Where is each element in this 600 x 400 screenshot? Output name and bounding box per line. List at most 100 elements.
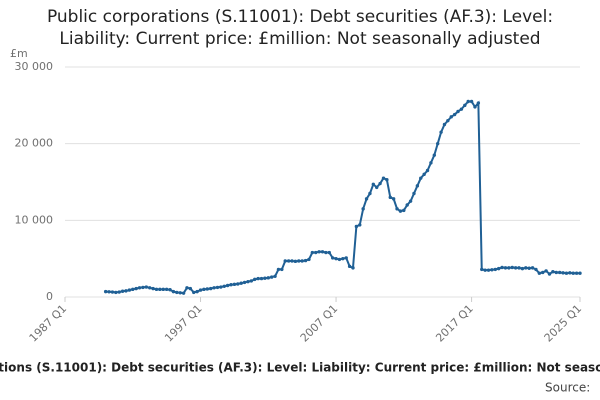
data-point [114, 290, 118, 295]
y-tick-label: 20 000 [15, 137, 54, 150]
data-point [103, 289, 108, 294]
data-point [564, 271, 569, 275]
data-point [158, 287, 162, 292]
data-point [198, 288, 203, 292]
chart-title: Public corporations (S.11001): Debt secu… [46, 7, 554, 49]
data-point [110, 290, 115, 294]
data-point [141, 285, 145, 290]
data-point [154, 287, 159, 292]
data-point [422, 172, 426, 177]
data-point [408, 199, 413, 203]
data-point [232, 282, 237, 287]
data-point [310, 250, 315, 255]
data-point [473, 105, 477, 109]
data-point [263, 276, 267, 280]
data-point [439, 130, 443, 134]
data-point [127, 288, 132, 292]
data-point [415, 184, 420, 188]
data-point [246, 279, 250, 284]
data-point [161, 287, 165, 292]
data-point [178, 291, 182, 295]
data-point [330, 256, 335, 260]
data-point [256, 276, 260, 281]
data-point [148, 286, 152, 290]
data-point [496, 266, 501, 271]
data-point [192, 290, 196, 295]
data-point [544, 269, 548, 273]
data-point [442, 122, 447, 127]
data-point [466, 99, 470, 104]
data-point [456, 109, 460, 114]
data-point [425, 168, 430, 173]
data-point [402, 208, 406, 213]
data-point [547, 272, 552, 276]
y-tick-label: 10 000 [15, 213, 54, 226]
data-point [269, 275, 274, 279]
data-point [212, 286, 216, 290]
data-point [358, 223, 362, 227]
data-point [202, 287, 206, 292]
data-point [185, 286, 189, 290]
data-point [419, 176, 423, 180]
data-point [215, 285, 220, 290]
data-point [571, 271, 575, 275]
source: Source: [545, 381, 590, 395]
data-point [351, 266, 355, 270]
data-point [517, 266, 521, 270]
data-point [476, 101, 481, 105]
data-point [205, 287, 210, 291]
data-point [371, 182, 376, 186]
data-point [452, 112, 457, 117]
data-point [480, 267, 484, 272]
data-point [493, 267, 497, 272]
y-tick-label: 30 000 [15, 60, 54, 73]
data-point [144, 285, 149, 289]
data-point [219, 285, 223, 289]
data-point [347, 264, 352, 269]
data-point [446, 118, 450, 123]
data-point [107, 290, 111, 294]
series-line [105, 100, 580, 295]
data-point [398, 209, 403, 213]
data-point [181, 291, 186, 295]
data-point [188, 286, 193, 291]
data-point [236, 282, 240, 286]
x-tick-label: 1987 Q1 [27, 302, 70, 345]
data-point [530, 266, 535, 270]
data-point [412, 191, 416, 196]
data-point [131, 287, 135, 292]
data-point [554, 270, 558, 275]
data-point [195, 289, 199, 294]
data-point [364, 197, 369, 201]
data-point [229, 283, 233, 287]
data-point [134, 286, 138, 291]
data-point [327, 250, 331, 255]
data-point [513, 266, 518, 270]
data-point [385, 178, 389, 182]
data-point [381, 176, 386, 180]
data-point [324, 250, 328, 255]
data-point [469, 99, 474, 104]
data-point [168, 288, 172, 292]
data-point [568, 271, 572, 275]
data-point [280, 267, 284, 272]
x-tick-label: 1997 Q1 [162, 302, 205, 345]
data-point [500, 265, 504, 270]
data-point [290, 259, 294, 263]
data-point [429, 161, 433, 165]
data-point [259, 276, 264, 281]
data-point [361, 207, 365, 211]
data-point [375, 185, 379, 190]
data-point [303, 258, 308, 263]
data-point [266, 276, 270, 280]
data-point [317, 250, 321, 254]
data-point [520, 266, 525, 271]
data-point [137, 286, 142, 290]
data-point [507, 266, 511, 270]
data-point [574, 271, 579, 275]
data-point [314, 250, 318, 255]
x-tick-label: 2017 Q1 [433, 302, 476, 345]
data-point [378, 181, 382, 186]
y-tick-label: 0 [46, 290, 53, 303]
